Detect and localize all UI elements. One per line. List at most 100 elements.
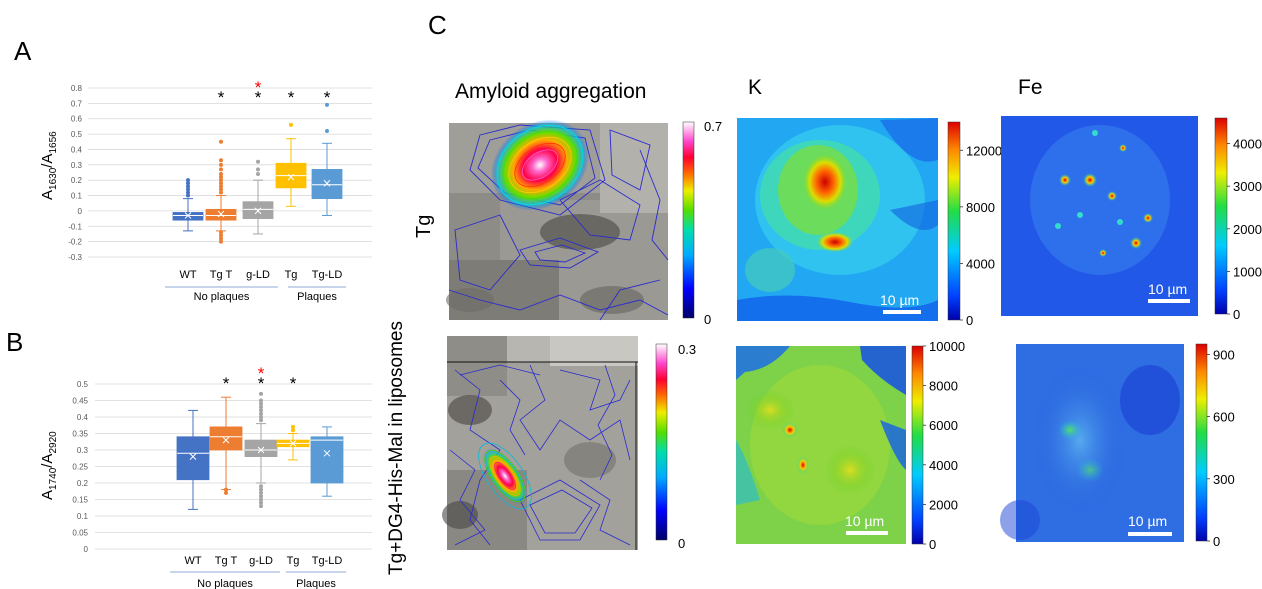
- mean-marker: [323, 179, 331, 187]
- outlier-point: [259, 398, 263, 403]
- category-label: g-LD: [249, 555, 273, 567]
- colorbar-tick-label: 8000: [966, 200, 995, 215]
- category-label: Tg T: [215, 555, 238, 567]
- outlier-point: [219, 181, 223, 186]
- group-label: Plaques: [296, 578, 336, 589]
- category-label: Tg T: [210, 269, 233, 281]
- colorbar-tick-label: 0: [1233, 307, 1240, 322]
- colorbar-max-tg: 0.7: [704, 119, 722, 134]
- column-title-amyloid: Amyloid aggregation: [455, 80, 646, 103]
- fe-map-liposomes: 10 µm: [1000, 344, 1184, 542]
- y-tick-label: 0.4: [71, 145, 83, 154]
- y-tick-label: 0.25: [72, 463, 88, 472]
- outlier-point: [186, 190, 190, 195]
- y-tick-label: -0.3: [68, 253, 82, 262]
- panel-label-a: A: [14, 36, 32, 66]
- significance-star: *: [255, 78, 262, 97]
- scale-bar-k-tg: 10 µm: [880, 292, 919, 308]
- box-tg-ld: [310, 436, 344, 484]
- colorbar-max-liposomes: 0.3: [678, 342, 696, 357]
- outlier-point: [186, 178, 190, 183]
- y-tick-label: 0.2: [71, 176, 83, 185]
- amyloid-map-liposomes: [442, 336, 638, 550]
- mean-marker: [222, 436, 230, 444]
- y-tick-label: 0.3: [71, 161, 83, 170]
- outlier-point: [219, 158, 223, 163]
- outlier-point: [186, 184, 190, 189]
- box-tg-t: [205, 208, 237, 221]
- colorbar-tick-label: 2000: [1233, 222, 1262, 237]
- outlier-point: [259, 497, 263, 502]
- outlier-point: [219, 175, 223, 180]
- colorbar-tick-label: 0: [929, 537, 936, 552]
- outlier-point: [259, 405, 263, 410]
- colorbar-tick-label: 900: [1213, 347, 1235, 362]
- colorbar-min-liposomes: 0: [678, 536, 685, 551]
- outlier-point: [291, 424, 295, 429]
- colorbar-tick-label: 4000: [966, 256, 995, 271]
- row-label-liposomes: Tg+DG4-His-Mal in liposomes: [386, 321, 407, 575]
- group-label: No plaques: [194, 291, 250, 303]
- mean-marker: [257, 446, 265, 454]
- outlier-point: [259, 500, 263, 505]
- colorbar-tick-label: 4000: [929, 458, 958, 473]
- colorbar-tick-label: 12000: [966, 143, 1002, 158]
- outlier-point: [291, 428, 295, 433]
- y-tick-label: -0.2: [68, 238, 82, 247]
- amyloid-map-tg: [446, 119, 669, 321]
- row-label-tg: Tg: [413, 215, 435, 238]
- scale-bar-k-liposomes: 10 µm: [845, 513, 884, 529]
- outlier-point: [219, 187, 223, 192]
- outlier-point: [186, 181, 190, 186]
- y-tick-label: 0.1: [77, 512, 89, 521]
- outlier-point: [219, 162, 223, 167]
- outlier-point: [219, 139, 223, 144]
- outlier-point: [219, 190, 223, 195]
- outlier-point: [259, 401, 263, 406]
- y-tick-label: -0.1: [68, 222, 82, 231]
- colorbar-tick-label: 2000: [929, 497, 958, 512]
- y-tick-label: 0.1: [71, 192, 83, 201]
- y-tick-label: 0.45: [72, 397, 88, 406]
- fe-map-tg: 10 µm: [1001, 116, 1198, 316]
- box-g-ld: [242, 201, 274, 219]
- colorbar-tick-label: 8000: [929, 379, 958, 394]
- outlier-point: [259, 504, 263, 509]
- outlier-point: [219, 239, 223, 244]
- k-map-tg: 10 µm: [737, 118, 938, 321]
- mean-marker: [289, 440, 297, 447]
- box-tg-ld: [311, 169, 343, 200]
- y-tick-label: 0.7: [71, 99, 83, 108]
- colorbar-amyloid-tg: 0.7 0: [682, 119, 722, 327]
- y-axis-label-a: A1630/A1656: [39, 131, 59, 200]
- y-axis-label-b: A1740/A2920: [39, 431, 59, 500]
- outlier-point: [259, 487, 263, 492]
- outlier-point: [259, 494, 263, 499]
- box-g-ld: [244, 439, 278, 458]
- outlier-point: [256, 159, 260, 164]
- y-tick-label: 0.4: [77, 413, 89, 422]
- box-wt: [176, 436, 210, 481]
- y-tick-label: 0.2: [77, 479, 89, 488]
- outlier-point: [219, 167, 223, 172]
- y-tick-label: 0.8: [71, 84, 83, 93]
- significance-star: *: [255, 88, 262, 107]
- group-label: Plaques: [297, 291, 337, 303]
- category-label: WT: [184, 555, 201, 567]
- outlier-point: [224, 487, 228, 492]
- panel-label-c: C: [428, 10, 447, 40]
- y-tick-label: 0.5: [77, 380, 89, 389]
- panel-label-b: B: [6, 327, 23, 357]
- outlier-point: [325, 129, 329, 134]
- y-tick-label: 0.35: [72, 430, 88, 439]
- boxplot-b: A1740/A2920 0 0.05 0.1 0.15 0.2 0.25 0.3 0.35 0.…: [39, 364, 372, 589]
- category-label: Tg-LD: [312, 269, 343, 281]
- outlier-point: [259, 418, 263, 423]
- y-tick-label: 0.5: [71, 130, 83, 139]
- column-title-k: K: [748, 76, 762, 99]
- outlier-point: [186, 193, 190, 198]
- outlier-point: [219, 236, 223, 241]
- colorbar-tick-label: 600: [1213, 410, 1235, 425]
- mean-marker: [287, 173, 295, 181]
